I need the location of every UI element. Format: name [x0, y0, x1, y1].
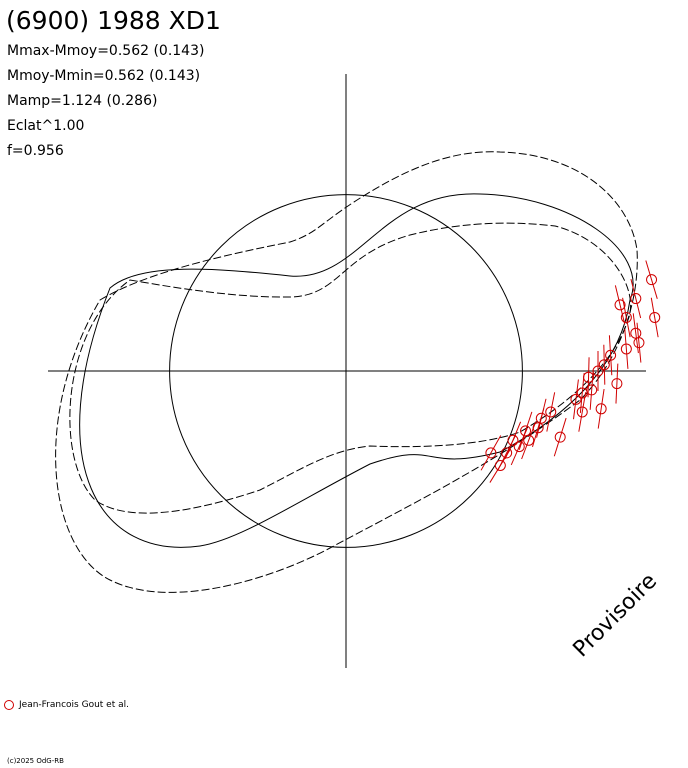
error-bar [589, 369, 594, 410]
observation-point [501, 447, 513, 459]
legend-marker-icon [4, 700, 14, 710]
provisoire-watermark: Provisoire [569, 569, 662, 662]
error-bar [630, 279, 642, 319]
error-bar [579, 373, 585, 414]
copyright: (c)2025 OdG-RB [7, 757, 64, 765]
observation-point [523, 434, 535, 446]
observation-point [611, 378, 623, 390]
error-bar [587, 357, 590, 398]
observation-point [494, 460, 506, 471]
error-bar [578, 392, 587, 432]
legend-label: Jean-Francois Gout et al. [19, 700, 129, 710]
error-bar [645, 260, 658, 299]
model-curve-outer [55, 151, 638, 593]
info-eclat: Eclat^1.00 [7, 118, 85, 134]
error-bar [489, 448, 512, 483]
observation-point [614, 299, 626, 311]
error-bar [614, 285, 626, 325]
model-curves [55, 151, 638, 593]
observation-point [605, 349, 617, 361]
error-bar [636, 322, 642, 363]
observation-point [507, 434, 519, 446]
observation-point [595, 403, 607, 415]
observation-point [630, 293, 642, 305]
legend: Jean-Francois Gout et al. [4, 697, 129, 713]
observation-point [620, 311, 632, 323]
error-bar [553, 417, 567, 457]
error-bar [573, 379, 579, 420]
error-bar [622, 297, 631, 338]
observation-points [480, 260, 661, 483]
observation-point [485, 447, 497, 459]
reference-circle [169, 194, 523, 548]
info-mamp: Mamp=1.124 (0.286) [7, 93, 158, 109]
observation-point [620, 343, 632, 355]
error-bar [632, 313, 639, 354]
observation-point [570, 393, 582, 405]
error-bar [615, 363, 619, 404]
error-bar [518, 411, 533, 450]
observation-point [598, 359, 610, 371]
error-bar [624, 328, 629, 369]
observation-point [646, 274, 658, 286]
object-title: (6900) 1988 XD1 [6, 6, 221, 35]
error-bar [546, 392, 556, 432]
observation-point [649, 311, 661, 323]
error-bar [521, 421, 537, 460]
info-mmoy-mmin: Mmoy-Mmin=0.562 (0.143) [7, 68, 201, 84]
error-bar [597, 388, 605, 429]
error-bar [532, 408, 545, 448]
model-curve-inner [69, 222, 632, 514]
error-bar [608, 335, 613, 376]
observation-point [554, 431, 566, 443]
error-bar [480, 435, 502, 471]
model-curve-mid [79, 193, 634, 548]
error-bar [510, 428, 528, 466]
info-mmax-mmoy: Mmax-Mmoy=0.562 (0.143) [7, 43, 205, 59]
observation-point [576, 406, 588, 418]
observation-point [513, 441, 525, 453]
observation-point [545, 406, 557, 418]
observation-point [576, 387, 588, 399]
error-bar [603, 344, 606, 385]
observation-point [633, 337, 645, 349]
error-bar [650, 297, 659, 338]
info-f: f=0.956 [7, 143, 64, 159]
